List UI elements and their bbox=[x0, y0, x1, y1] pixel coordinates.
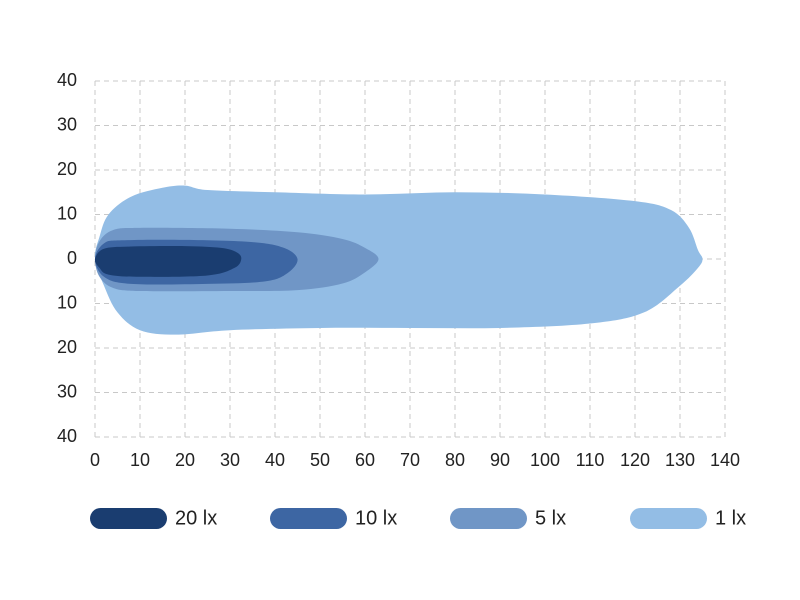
x-tick-label: 20 bbox=[175, 450, 195, 470]
x-tick-label: 30 bbox=[220, 450, 240, 470]
legend-label: 5 lx bbox=[535, 507, 566, 529]
legend-swatch bbox=[90, 508, 167, 529]
y-tick-label: 20 bbox=[57, 337, 77, 357]
x-tick-label: 50 bbox=[310, 450, 330, 470]
isolux-area bbox=[94, 185, 703, 335]
y-tick-label: 30 bbox=[57, 114, 77, 134]
legend-swatch bbox=[270, 508, 347, 529]
x-tick-label: 70 bbox=[400, 450, 420, 470]
y-tick-label: 40 bbox=[57, 70, 77, 90]
legend-swatch bbox=[630, 508, 707, 529]
x-tick-label: 110 bbox=[576, 450, 605, 470]
legend-label: 10 lx bbox=[355, 507, 397, 529]
x-tick-label: 60 bbox=[355, 450, 375, 470]
x-tick-label: 100 bbox=[530, 450, 560, 470]
x-tick-label: 130 bbox=[665, 450, 695, 470]
x-tick-label: 140 bbox=[710, 450, 740, 470]
legend: 20 lx 10 lx 5 lx 1 lx bbox=[90, 507, 746, 529]
y-tick-label: 0 bbox=[67, 248, 77, 268]
legend-swatch bbox=[450, 508, 527, 529]
y-tick-label: 10 bbox=[57, 292, 77, 312]
y-tick-label: 20 bbox=[57, 159, 77, 179]
x-tick-label: 80 bbox=[445, 450, 465, 470]
legend-label: 1 lx bbox=[715, 507, 746, 529]
legend-label: 20 lx bbox=[175, 507, 217, 529]
y-tick-label: 10 bbox=[57, 203, 77, 223]
y-tick-label: 40 bbox=[57, 426, 77, 446]
x-tick-label: 0 bbox=[90, 450, 100, 470]
x-tick-label: 90 bbox=[490, 450, 510, 470]
x-tick-label: 40 bbox=[265, 450, 285, 470]
x-tick-label: 10 bbox=[130, 450, 150, 470]
plot-area bbox=[94, 185, 703, 335]
x-tick-label: 120 bbox=[620, 450, 650, 470]
isolux-area bbox=[94, 246, 242, 277]
y-tick-label: 30 bbox=[57, 381, 77, 401]
